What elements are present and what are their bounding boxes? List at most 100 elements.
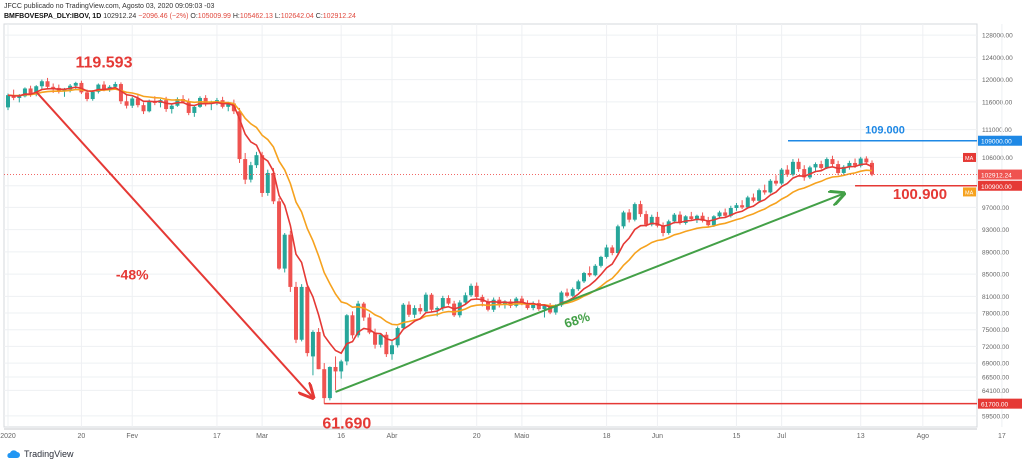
candle-body <box>661 225 666 234</box>
candle-body <box>378 334 383 345</box>
candle-body <box>728 207 733 216</box>
candle-body <box>457 302 462 316</box>
trend-arrow-up <box>335 194 844 393</box>
ma-slow-label-bg <box>963 187 976 197</box>
candle-body <box>604 247 609 257</box>
candle-body <box>384 334 389 355</box>
close-value: 102912.24 <box>322 13 356 20</box>
candle-body <box>344 315 349 362</box>
y-tick-label: 72000.00 <box>982 344 1009 351</box>
price-tag-low: 61700.00 <box>981 402 1008 409</box>
candle-body <box>542 305 547 310</box>
candle-body <box>356 303 361 336</box>
candle-body <box>85 92 90 100</box>
candle-body <box>745 197 750 208</box>
candle-body <box>711 216 716 226</box>
candle-body <box>260 155 265 193</box>
y-tick-label: 106000.00 <box>982 155 1013 162</box>
candle-body <box>169 105 174 110</box>
price-tag-low-bg <box>978 398 1022 409</box>
candle-body <box>853 162 858 166</box>
candle-body <box>446 298 451 304</box>
candle-body <box>34 86 39 95</box>
x-tick-label: Abr <box>387 433 399 440</box>
candle-body <box>757 190 762 201</box>
y-tick-label: 66500.00 <box>982 374 1009 381</box>
ma-fast-line <box>7 86 873 355</box>
annotation-peak: 119.593 <box>76 54 133 71</box>
price-change: −2096.46 (−2%) <box>138 13 189 20</box>
candle-body <box>593 265 598 276</box>
y-tick-label: 120000.00 <box>982 77 1013 84</box>
candle-body <box>254 155 259 166</box>
candle-body <box>339 361 344 372</box>
x-tick-label: 16 <box>337 433 345 440</box>
candle-body <box>807 167 812 178</box>
candle-body <box>73 82 78 86</box>
candle-body <box>147 101 152 112</box>
ma-slow-label: MA <box>965 190 974 196</box>
candle-body <box>327 366 332 399</box>
candle-body <box>740 205 745 208</box>
candle-body <box>751 197 756 201</box>
candle-body <box>237 111 242 160</box>
candle-body <box>17 96 22 98</box>
candle-body <box>39 81 44 87</box>
candle-body <box>627 212 632 220</box>
y-tick-label: 64100.00 <box>982 388 1009 395</box>
price-tag-blue: 109000.00 <box>981 139 1012 146</box>
candle-body <box>429 294 434 310</box>
x-tick-label: 15 <box>733 433 741 440</box>
candle-body <box>271 172 276 202</box>
y-tick-label: 59500.00 <box>982 413 1009 420</box>
candle-body <box>644 214 649 225</box>
candle-body <box>299 286 304 340</box>
candle-body <box>288 234 293 287</box>
x-tick-label: 13 <box>857 433 865 440</box>
candle-body <box>723 212 728 216</box>
y-tick-label: 75000.00 <box>982 327 1009 334</box>
candle-body <box>655 216 660 226</box>
candle-body <box>90 91 95 100</box>
candle-body <box>779 169 784 184</box>
x-tick-label: Mar <box>256 433 269 440</box>
candle-body <box>373 332 378 345</box>
candle-body <box>762 190 767 193</box>
price-tag-last: 102912.24 <box>981 173 1012 180</box>
price-tag-blue-bg <box>978 135 1022 146</box>
candle-body <box>310 331 315 357</box>
candle-body <box>282 234 287 269</box>
candle-body <box>45 81 50 87</box>
ma-fast-label-bg <box>963 152 976 162</box>
candle-body <box>694 215 699 220</box>
annotation-low: 61.690 <box>322 416 371 433</box>
price-tag-last-bg <box>978 169 1022 180</box>
candle-body <box>700 215 705 221</box>
candle-body <box>305 286 310 354</box>
candle-body <box>706 220 711 226</box>
candle-body <box>598 256 603 266</box>
y-tick-label: 89000.00 <box>982 249 1009 256</box>
candle-body <box>248 165 253 180</box>
candle-body <box>107 86 112 90</box>
candle-body <box>796 161 801 170</box>
candle-body <box>864 158 869 163</box>
candle-body <box>768 180 773 193</box>
y-tick-label: 81000.00 <box>982 294 1009 301</box>
x-tick-label: 17 <box>998 433 1006 440</box>
ma-fast-label: MA <box>965 156 974 162</box>
open-label: O: <box>190 13 198 20</box>
candle-body <box>587 273 592 276</box>
x-tick-label: 17 <box>213 433 221 440</box>
candle-body <box>632 204 637 220</box>
candle-body <box>621 212 626 227</box>
annotation-level-blue: 109.000 <box>865 125 905 137</box>
candle-body <box>615 226 620 254</box>
candle-body <box>672 214 677 222</box>
price-tag-red-bg <box>978 180 1022 191</box>
candle-body <box>469 285 474 296</box>
candle-body <box>316 331 321 370</box>
candle-body <box>553 305 558 313</box>
annotation-level-red: 100.900 <box>893 186 947 203</box>
